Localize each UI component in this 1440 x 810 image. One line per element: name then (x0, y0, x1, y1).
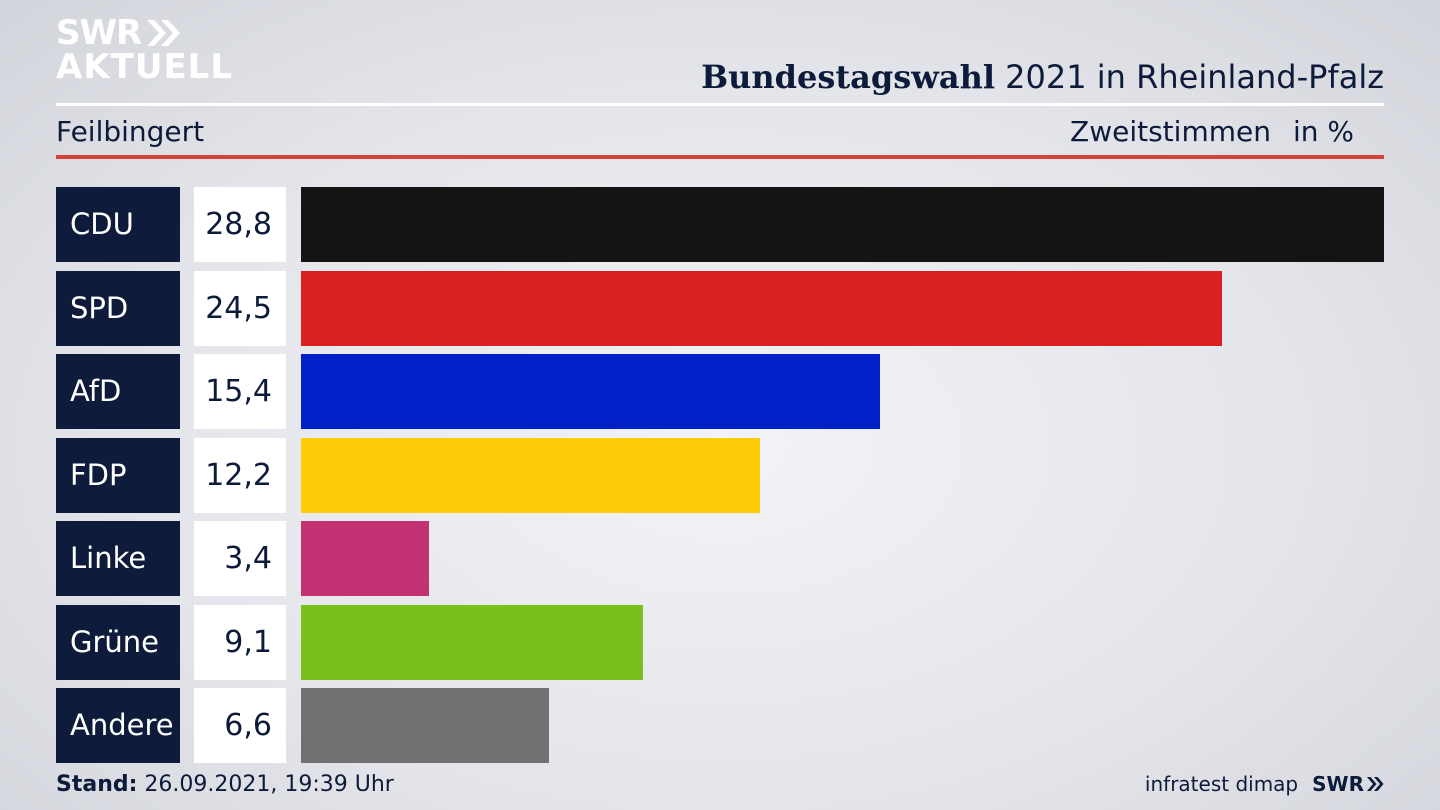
bar (301, 187, 1384, 262)
title-bold: Bundestagswahl (701, 58, 995, 96)
brand-text: SWR (1312, 772, 1364, 796)
party-label: Grüne (56, 604, 180, 680)
bar-row-andere: Andere 6,6 (56, 688, 1384, 763)
bar-row-fdp: FDP 12,2 (56, 437, 1384, 513)
value-label: 12,2 (194, 437, 286, 513)
party-label: Andere (56, 688, 180, 763)
double-chevron-icon (147, 20, 181, 46)
timestamp: Stand: 26.09.2021, 19:39 Uhr (56, 772, 394, 797)
value-label: 6,6 (194, 688, 286, 763)
value-label: 24,5 (194, 270, 286, 346)
value-label: 28,8 (194, 187, 286, 262)
accent-divider (56, 155, 1384, 159)
value-label: 9,1 (194, 604, 286, 680)
footer-credits: infratest dimap SWR (1145, 772, 1384, 796)
value-label: 3,4 (194, 521, 286, 596)
party-label: AfD (56, 354, 180, 429)
vote-type: Zweitstimmen (1070, 115, 1271, 148)
bar (301, 604, 644, 680)
bar-row-grüne: Grüne 9,1 (56, 604, 1384, 680)
party-label: Linke (56, 521, 180, 596)
bar (301, 437, 760, 513)
bar (301, 688, 550, 763)
party-label: SPD (56, 270, 180, 346)
logo-line2: AKTUELL (56, 47, 234, 87)
party-label: FDP (56, 437, 180, 513)
swr-aktuell-logo: SWR AKTUELL (56, 16, 233, 84)
bar (301, 354, 881, 429)
bar-row-linke: Linke 3,4 (56, 521, 1384, 596)
stand-label: Stand: (56, 772, 138, 797)
bar (301, 521, 429, 596)
unit-label: in % (1292, 115, 1354, 148)
title-rest: 2021 in Rheinland-Pfalz (995, 58, 1384, 96)
chart-title: Bundestagswahl 2021 in Rheinland-Pfalz (701, 58, 1384, 96)
value-label: 15,4 (194, 354, 286, 429)
chart-subtitle: Zweitstimmen in % (1070, 115, 1354, 148)
brand-logo: SWR (1312, 772, 1384, 796)
brand-chevron-icon (1367, 777, 1384, 791)
bar (301, 270, 1223, 346)
stand-value: 26.09.2021, 19:39 Uhr (137, 772, 394, 797)
source-label: infratest dimap (1144, 772, 1299, 796)
bar-chart: CDU 28,8 SPD 24,5 AfD 15,4 FDP 12,2 Linke 3,4 Grün… (56, 187, 1384, 763)
party-label: CDU (56, 187, 180, 262)
bar-row-spd: SPD 24,5 (56, 270, 1384, 346)
bar-row-afd: AfD 15,4 (56, 354, 1384, 429)
logo-line1: SWR (56, 13, 142, 53)
header-divider (56, 103, 1384, 106)
bar-row-cdu: CDU 28,8 (56, 187, 1384, 262)
region-name: Feilbingert (56, 115, 205, 148)
